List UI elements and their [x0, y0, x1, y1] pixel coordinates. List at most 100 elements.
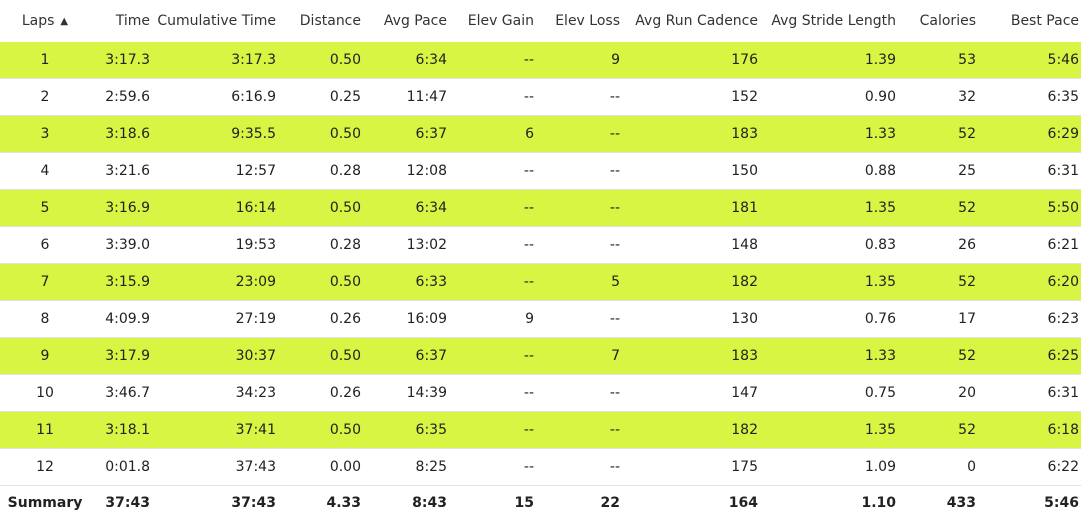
cell-best-pace: 6:31 [978, 374, 1081, 412]
column-header-elev-gain[interactable]: Elev Gain [449, 0, 536, 42]
cell-cumulative-time: 16:14 [152, 189, 278, 227]
cell-best-pace: 6:22 [978, 448, 1081, 486]
table-row[interactable]: 4 3:21.6 12:57 0.28 12:08 -- -- 150 0.88 25 6:31 [0, 152, 1081, 190]
cell-time: 3:18.1 [90, 411, 152, 449]
cell-calories: 32 [898, 78, 978, 116]
cell-avg-stride-length: 1.39 [760, 42, 898, 79]
table-row[interactable]: 8 4:09.9 27:19 0.26 16:09 9 -- 130 0.76 17 6:23 [0, 300, 1081, 338]
table-summary: Summary 37:43 37:43 4.33 8:43 15 22 164 … [0, 485, 1081, 520]
table-row[interactable]: 2 2:59.6 6:16.9 0.25 11:47 -- -- 152 0.90 32 6:35 [0, 78, 1081, 116]
summary-avg-run-cadence: 164 [622, 485, 760, 520]
cell-avg-stride-length: 1.35 [760, 189, 898, 227]
column-header-avg-run-cadence[interactable]: Avg Run Cadence [622, 0, 760, 42]
cell-best-pace: 6:35 [978, 78, 1081, 116]
cell-lap: 7 [0, 263, 90, 301]
sort-ascending-icon[interactable]: ▲ [60, 16, 69, 27]
cell-time: 3:15.9 [90, 263, 152, 301]
cell-avg-run-cadence: 176 [622, 42, 760, 79]
cell-avg-pace: 6:34 [363, 189, 449, 227]
cell-elev-gain: -- [449, 374, 536, 412]
cell-elev-gain: 9 [449, 300, 536, 338]
table-row[interactable]: 12 0:01.8 37:43 0.00 8:25 -- -- 175 1.09 0 6:22 [0, 448, 1081, 486]
cell-distance: 0.50 [278, 42, 363, 79]
column-header-best-pace[interactable]: Best Pace [978, 0, 1081, 42]
table-header: Laps ▲ Time Cumulative Time Distance Avg … [0, 0, 1081, 42]
cell-distance: 0.26 [278, 300, 363, 338]
cell-avg-run-cadence: 130 [622, 300, 760, 338]
cell-best-pace: 6:23 [978, 300, 1081, 338]
cell-best-pace: 6:21 [978, 226, 1081, 264]
cell-cumulative-time: 30:37 [152, 337, 278, 375]
cell-avg-pace: 6:33 [363, 263, 449, 301]
column-header-time[interactable]: Time [90, 0, 152, 42]
cell-avg-run-cadence: 148 [622, 226, 760, 264]
table-row[interactable]: 11 3:18.1 37:41 0.50 6:35 -- -- 182 1.35 52 6:18 [0, 411, 1081, 449]
cell-lap: 2 [0, 78, 90, 116]
column-header-laps[interactable]: Laps ▲ [0, 0, 90, 42]
column-header-elev-gain-label: Elev Gain [467, 13, 534, 29]
cell-best-pace: 5:46 [978, 42, 1081, 79]
cell-elev-loss: -- [536, 411, 622, 449]
cell-avg-run-cadence: 183 [622, 115, 760, 153]
cell-distance: 0.25 [278, 78, 363, 116]
table-row[interactable]: 9 3:17.9 30:37 0.50 6:37 -- 7 183 1.33 52 6:25 [0, 337, 1081, 375]
cell-avg-stride-length: 1.35 [760, 263, 898, 301]
cell-lap: 9 [0, 337, 90, 375]
cell-elev-loss: -- [536, 448, 622, 486]
cell-elev-gain: -- [449, 226, 536, 264]
cell-calories: 52 [898, 411, 978, 449]
cell-avg-pace: 16:09 [363, 300, 449, 338]
table-row[interactable]: 5 3:16.9 16:14 0.50 6:34 -- -- 181 1.35 52 5:50 [0, 189, 1081, 227]
cell-best-pace: 6:29 [978, 115, 1081, 153]
cell-best-pace: 6:18 [978, 411, 1081, 449]
cell-cumulative-time: 12:57 [152, 152, 278, 190]
column-header-avg-pace-label: Avg Pace [383, 13, 447, 29]
cell-avg-pace: 14:39 [363, 374, 449, 412]
column-header-laps-label: Laps [21, 13, 55, 29]
cell-avg-run-cadence: 181 [622, 189, 760, 227]
cell-elev-gain: 6 [449, 115, 536, 153]
cell-time: 3:21.6 [90, 152, 152, 190]
cell-calories: 20 [898, 374, 978, 412]
cell-distance: 0.28 [278, 226, 363, 264]
column-header-calories[interactable]: Calories [898, 0, 978, 42]
cell-cumulative-time: 19:53 [152, 226, 278, 264]
cell-distance: 0.28 [278, 152, 363, 190]
cell-elev-loss: -- [536, 152, 622, 190]
cell-best-pace: 6:20 [978, 263, 1081, 301]
column-header-calories-label: Calories [919, 13, 976, 29]
cell-distance: 0.00 [278, 448, 363, 486]
header-row: Laps ▲ Time Cumulative Time Distance Avg … [0, 0, 1081, 42]
column-header-time-label: Time [115, 13, 150, 29]
table-row[interactable]: 6 3:39.0 19:53 0.28 13:02 -- -- 148 0.83 26 6:21 [0, 226, 1081, 264]
column-header-avg-pace[interactable]: Avg Pace [363, 0, 449, 42]
cell-elev-gain: -- [449, 152, 536, 190]
column-header-cumulative-time[interactable]: Cumulative Time [152, 0, 278, 42]
cell-distance: 0.50 [278, 115, 363, 153]
column-header-avg-stride-length[interactable]: Avg Stride Length [760, 0, 898, 42]
cell-avg-run-cadence: 152 [622, 78, 760, 116]
table-row[interactable]: 7 3:15.9 23:09 0.50 6:33 -- 5 182 1.35 52 6:20 [0, 263, 1081, 301]
cell-elev-gain: -- [449, 263, 536, 301]
table-row[interactable]: 1 3:17.3 3:17.3 0.50 6:34 -- 9 176 1.39 53 5:46 [0, 42, 1081, 79]
cell-elev-gain: -- [449, 42, 536, 79]
column-header-elev-loss[interactable]: Elev Loss [536, 0, 622, 42]
cell-cumulative-time: 3:17.3 [152, 42, 278, 79]
cell-avg-run-cadence: 175 [622, 448, 760, 486]
cell-time: 3:16.9 [90, 189, 152, 227]
summary-elev-loss: 22 [536, 485, 622, 520]
table-row[interactable]: 10 3:46.7 34:23 0.26 14:39 -- -- 147 0.75 20 6:31 [0, 374, 1081, 412]
cell-elev-gain: -- [449, 78, 536, 116]
column-header-distance[interactable]: Distance [278, 0, 363, 42]
cell-time: 3:18.6 [90, 115, 152, 153]
cell-best-pace: 6:25 [978, 337, 1081, 375]
cell-avg-pace: 13:02 [363, 226, 449, 264]
cell-elev-gain: -- [449, 337, 536, 375]
cell-avg-stride-length: 0.83 [760, 226, 898, 264]
column-header-cumulative-time-label: Cumulative Time [157, 13, 276, 29]
cell-avg-stride-length: 1.33 [760, 337, 898, 375]
cell-avg-stride-length: 0.75 [760, 374, 898, 412]
cell-avg-pace: 6:37 [363, 115, 449, 153]
table-row[interactable]: 3 3:18.6 9:35.5 0.50 6:37 6 -- 183 1.33 52 6:29 [0, 115, 1081, 153]
